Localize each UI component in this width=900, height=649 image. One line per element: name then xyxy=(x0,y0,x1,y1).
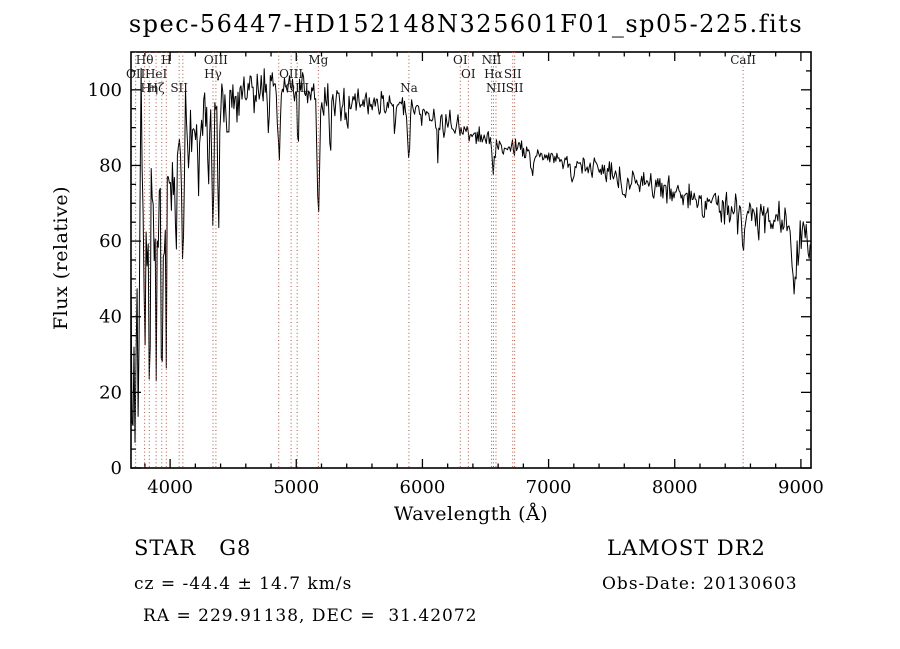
spectral-line-label: Na xyxy=(400,81,418,95)
survey-release-label: LAMOST DR2 xyxy=(607,536,766,560)
obs-date-text: Obs-Date: 20130603 xyxy=(602,574,798,594)
x-tick-label: 5000 xyxy=(273,477,319,498)
y-tick-label: 60 xyxy=(99,231,122,252)
spectral-line-label: NII xyxy=(486,81,506,95)
spectral-line-label: OI xyxy=(461,67,476,81)
x-tick-label: 6000 xyxy=(400,477,446,498)
spectral-line-label: Hθ xyxy=(136,53,154,67)
spectral-line-label: OIII xyxy=(279,67,303,81)
spectral-line-label: OI xyxy=(453,53,468,67)
spectral-marker-lines xyxy=(135,52,744,468)
spectral-line-label: SII xyxy=(504,67,522,81)
x-tick-label: 7000 xyxy=(526,477,572,498)
spectral-line-label: SII xyxy=(506,81,524,95)
plot-frame xyxy=(130,51,812,469)
spectral-line-label: Hζ xyxy=(148,81,165,95)
x-tick-label: 8000 xyxy=(652,477,698,498)
x-axis-label: Wavelength (Å) xyxy=(393,503,549,525)
spectral-line-label: H xyxy=(161,53,171,67)
spectrum-line xyxy=(130,67,811,443)
plot-title: spec-56447-HD152148N325601F01_sp05-225.f… xyxy=(128,10,804,38)
spectral-line-label: Hγ xyxy=(204,67,222,81)
spectral-line-label: CaII xyxy=(730,53,756,67)
y-tick-label: 40 xyxy=(99,307,122,328)
spectral-line-label: SII xyxy=(170,81,188,95)
axis-ticks xyxy=(131,52,811,469)
y-tick-label: 80 xyxy=(99,155,122,176)
spectral-line-label: Hα xyxy=(484,67,503,81)
spectral-line-label: OIII xyxy=(285,81,309,95)
y-tick-label: 0 xyxy=(111,458,122,479)
spectral-line-label: OII xyxy=(126,67,146,81)
radial-velocity-text: cz = -44.4 ± 14.7 km/s xyxy=(134,574,353,594)
tick-labels: 4000 5000 6000 7000 8000 9000 0 20 40 60 80 100 xyxy=(88,80,824,498)
spectral-line-label: NII xyxy=(482,53,502,67)
y-tick-label: 100 xyxy=(88,80,122,101)
y-tick-label: 20 xyxy=(99,382,122,403)
x-tick-label: 9000 xyxy=(778,477,824,498)
coordinates-text: RA = 229.91138, DEC = 31.42072 xyxy=(143,606,478,626)
object-class-label: STAR G8 xyxy=(134,536,252,560)
spectral-line-label: Hη xyxy=(140,81,158,95)
x-tick-label: 4000 xyxy=(147,477,193,498)
spectral-line-label: OIII xyxy=(204,53,228,67)
y-axis-label: Flux (relative) xyxy=(50,186,72,330)
spectral-line-label: HeI xyxy=(145,67,168,81)
spectral-line-label: Mg xyxy=(308,53,328,67)
